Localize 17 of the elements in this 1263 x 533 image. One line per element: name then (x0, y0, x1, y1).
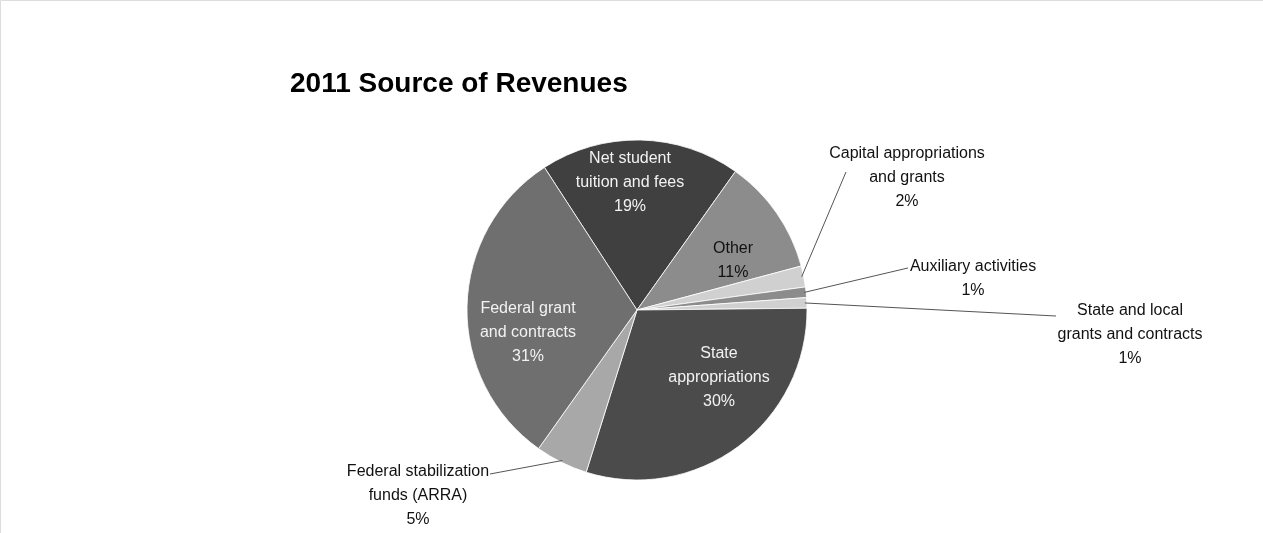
slice-label: Other (712, 239, 754, 256)
slice-label: Federal grant and contracts (479, 299, 577, 340)
slice-label: Auxiliary activities (909, 257, 1037, 274)
slice-label: Net student tuition and fees (575, 149, 685, 190)
data-label: 1% (1118, 349, 1142, 366)
slice-label: State and local grants and contracts (1057, 301, 1203, 342)
slice-label: Capital appropriations and grants (829, 144, 985, 185)
data-label: 2% (895, 192, 919, 209)
slice-label: State appropriations (668, 344, 770, 385)
data-label: 30% (702, 392, 736, 409)
data-label: 19% (613, 197, 647, 214)
data-label: 31% (511, 347, 545, 364)
chart-title: 2011 Source of Revenues (290, 67, 628, 98)
data-label: 1% (961, 281, 985, 298)
data-label: 11% (717, 263, 749, 280)
data-label: 5% (406, 510, 430, 527)
slice-label: Federal stabilization funds (ARRA) (346, 462, 490, 503)
